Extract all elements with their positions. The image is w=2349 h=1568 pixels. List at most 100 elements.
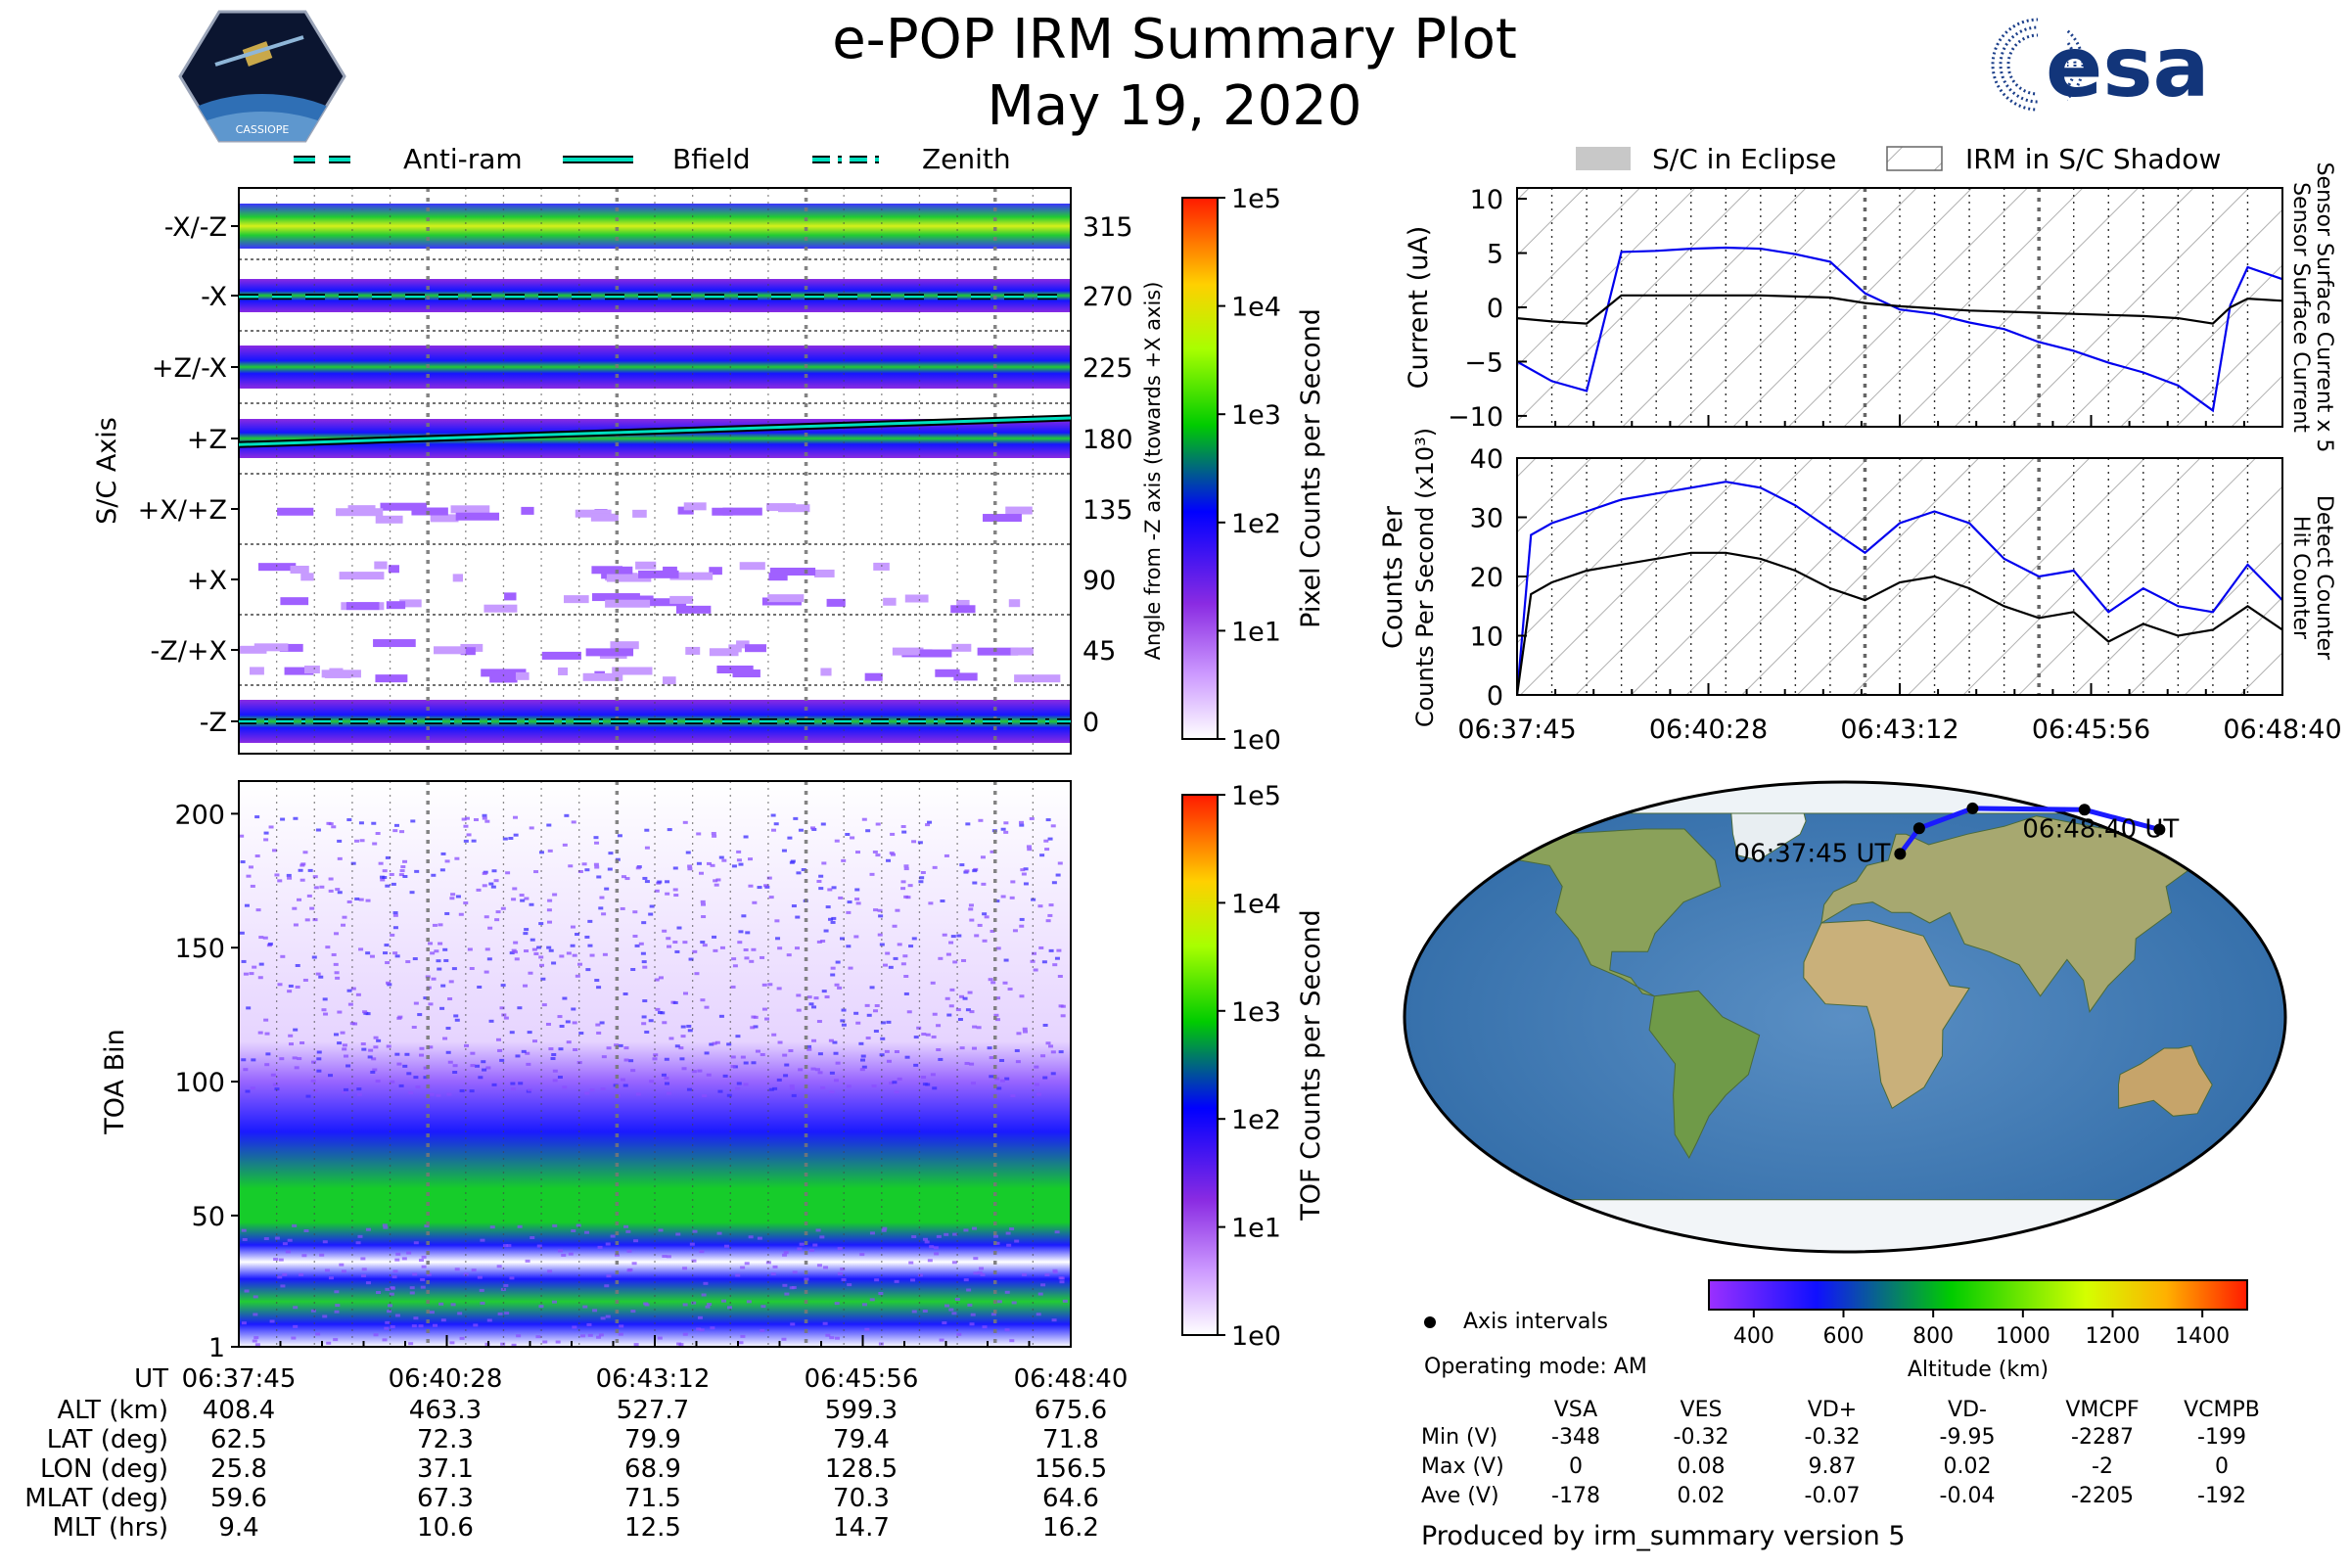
toa-speck (326, 821, 332, 825)
toa-speck-low (859, 1253, 865, 1257)
toa-speck (335, 976, 341, 980)
toa-speck (673, 894, 679, 898)
pixel-speck (669, 595, 694, 604)
toa-speck (871, 1084, 877, 1088)
toa-speck (279, 1057, 285, 1061)
toa-speck (321, 1008, 327, 1012)
toa-speck-low (977, 1270, 983, 1274)
toa-speck (623, 1046, 629, 1050)
toa-speck (446, 1092, 452, 1096)
toa-speck (672, 866, 678, 870)
toa-speck-low (874, 1278, 880, 1282)
toa-speck (445, 1050, 451, 1054)
toa-speck-low (699, 1328, 705, 1332)
toa-speck-low (1021, 1272, 1027, 1276)
toa-speck-low (582, 1305, 588, 1309)
toa-speck-low (473, 1323, 479, 1327)
toa-speck (511, 898, 517, 901)
ephemeris-row-label: MLAT (deg) (24, 1484, 168, 1513)
toa-speck (892, 1081, 898, 1084)
toa-speck (714, 883, 719, 887)
map-south-america (1648, 990, 1761, 1160)
toa-speck (1022, 1030, 1028, 1034)
toa-speck (1060, 1014, 1066, 1018)
toa-speck (764, 1017, 770, 1021)
toa-speck (482, 816, 487, 820)
toa-speck (393, 823, 399, 827)
toa-speck (900, 824, 906, 828)
toa-speck (313, 886, 319, 890)
toa-speck (657, 1010, 663, 1014)
toa-speck (921, 1076, 927, 1080)
toa-speck (409, 891, 415, 895)
toa-speck (319, 885, 325, 889)
toa-speck (564, 813, 570, 817)
current-chart-series-black (1517, 294, 2282, 325)
toa-speck-low (707, 1303, 713, 1307)
toa-speck-low (384, 1326, 390, 1330)
toa-speck (817, 1071, 823, 1075)
toa-speck (864, 1003, 870, 1007)
toa-speck (571, 1007, 576, 1011)
pixel-speck (279, 643, 303, 652)
toa-speck (886, 858, 892, 862)
toa-speck (599, 1021, 605, 1025)
cassiope-logo: CASSIOPE (178, 10, 346, 143)
toa-speck-low (1051, 1318, 1057, 1322)
toa-speck-low (772, 1265, 778, 1268)
toa-speck-low (412, 1272, 418, 1276)
toa-speck (848, 966, 853, 970)
toa-speck (550, 1057, 556, 1061)
toa-speck (370, 1070, 376, 1074)
toa-speck (432, 923, 438, 927)
toa-speck-low (911, 1235, 917, 1239)
toa-speck-low (691, 1301, 697, 1305)
ephemeris-row-label: UT (134, 1364, 168, 1394)
toa-speck (337, 891, 343, 895)
toa-speck (644, 880, 650, 884)
pixel-speck (585, 648, 634, 657)
toa-speck (859, 1068, 865, 1072)
toa-speck (358, 821, 364, 825)
toa-speck (551, 961, 557, 965)
toa-speck (961, 958, 967, 962)
toa-speck (451, 967, 457, 971)
toa-speck (280, 954, 286, 958)
pixel-speck (375, 674, 408, 683)
pixel-ytick-label: -Z/+X (151, 636, 227, 667)
toa-speck (860, 1054, 866, 1058)
toa-speck (1029, 816, 1035, 820)
toa-colorbar-label: TOF Counts per Second (1296, 909, 1326, 1222)
toa-speck-low (411, 1324, 417, 1328)
toa-speck (570, 925, 576, 929)
pixel-speck (300, 573, 314, 581)
toa-speck (287, 876, 293, 880)
toa-speck (566, 951, 572, 955)
toa-speck (589, 1088, 595, 1092)
toa-speck (691, 1070, 697, 1074)
toa-speck (761, 983, 767, 987)
toa-speck-low (341, 1269, 346, 1273)
toa-speck (890, 832, 896, 836)
toa-speck-low (282, 1272, 288, 1276)
toa-speck (559, 954, 565, 958)
toa-speck (806, 1044, 812, 1048)
toa-speck (439, 1006, 445, 1010)
toa-speck (741, 914, 747, 918)
toa-speck-low (479, 1288, 484, 1292)
toa-speck-low (970, 1313, 976, 1316)
pixel-speck (768, 573, 788, 581)
toa-speck-low (829, 1336, 835, 1340)
toa-speck (510, 1082, 516, 1085)
toa-speck-low (618, 1332, 623, 1336)
toa-speck (287, 990, 293, 993)
toa-speck (913, 1063, 919, 1067)
toa-speck (838, 896, 844, 899)
toa-speck (925, 823, 931, 827)
toa-speck (632, 934, 638, 938)
toa-speck-low (908, 1261, 914, 1265)
altitude-tick-label: 1400 (2175, 1324, 2230, 1349)
toa-speck (748, 857, 754, 861)
toa-speck (499, 1058, 505, 1062)
toa-speck-low (994, 1241, 1000, 1245)
